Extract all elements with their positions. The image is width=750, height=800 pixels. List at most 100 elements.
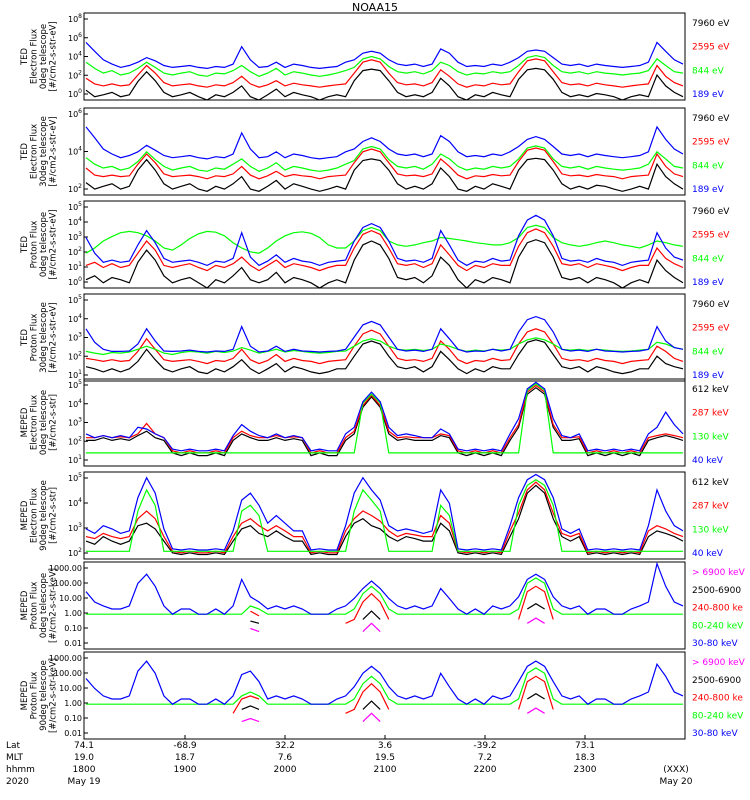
y-axis-label-line: TED <box>20 328 30 347</box>
legend-entry: 7960 eV <box>692 19 730 29</box>
y-tick-label: 102 <box>68 350 82 361</box>
legend-entry: 844 eV <box>692 254 725 264</box>
panel-frame <box>83 471 686 560</box>
y-axis-label-line: [#/cm2-s-str-eV] <box>48 116 58 186</box>
y-tick-label: 1.00 <box>64 609 82 618</box>
series-line <box>85 561 684 615</box>
y-tick-label: 103 <box>68 522 82 533</box>
y-axis-label-line: [#/cm2-s-str-eV] <box>48 302 58 372</box>
legend-entry: 2595 eV <box>692 324 730 334</box>
y-axis-label-line: 30deg telescope <box>39 302 49 373</box>
y-tick-label: 103 <box>68 332 82 343</box>
x-tick-label: May 19 <box>68 777 101 787</box>
y-tick-label: 104 <box>68 313 82 324</box>
y-axis-label-line: MEPED <box>20 500 30 530</box>
legend-entry: 40 keV <box>692 549 724 559</box>
legend-entry: 844 eV <box>692 161 725 171</box>
legend-entry: 189 eV <box>692 371 725 381</box>
y-tick-label: 106 <box>68 108 82 119</box>
y-axis-label-line: MEPED <box>20 407 30 437</box>
legend-entry: 40 keV <box>692 456 724 466</box>
y-axis-label: TED Electron Flux 30deg telescope [#/cm2-s-… <box>20 116 59 187</box>
series-line <box>85 315 684 353</box>
x-tick-label: 18.3 <box>575 753 595 763</box>
y-tick-label: 105 <box>68 201 82 212</box>
series-line <box>241 692 545 710</box>
y-axis-label-line: Proton Flux <box>29 221 39 269</box>
y-axis-label-line: 30deg telescope <box>39 116 49 187</box>
panel-4: 105 104 103 102 101 TED Proton Flux 30deg teles… <box>20 293 730 382</box>
y-tick-label: 10.00 <box>59 684 82 693</box>
x-tick-label: May 20 <box>660 777 693 787</box>
panel-2: 106 104 102 TED Electron Flux 30deg telescope… <box>20 107 730 196</box>
y-axis-label-line: MEPED <box>20 590 30 620</box>
y-tick-label: 102 <box>68 547 82 558</box>
y-tick-label: 104 <box>68 497 82 508</box>
y-axis-label-line: TED <box>20 235 30 254</box>
legend-entry: 2500-6900 <box>692 586 741 596</box>
panel-8: 1000.00 100.00 10.00 1.00 0.10 0.01 MEPED Proto… <box>20 651 746 740</box>
y-axis-label-line: 0deg telescope <box>39 390 49 455</box>
y-axis-label-line: Electron Flux <box>29 488 39 543</box>
series-line <box>241 707 545 723</box>
y-tick-label: 1000.00 <box>49 564 82 573</box>
y-tick-label: 103 <box>68 231 82 242</box>
x-row-label: 2020 <box>6 777 29 787</box>
panel-frame <box>83 561 686 650</box>
series-line <box>85 228 684 272</box>
legend-entry: 287 keV <box>692 502 729 512</box>
y-tick-label: 0.01 <box>64 639 82 648</box>
y-axis-label-line: 90deg telescope <box>39 480 49 551</box>
y-axis-label-line: TED <box>20 47 30 66</box>
y-axis-label: MEPED Proton Flux 90deg telescope [#/cm2-s-… <box>20 658 59 733</box>
y-tick-label: 104 <box>68 216 82 227</box>
series-line <box>85 58 684 88</box>
y-tick-label: 100.00 <box>54 669 82 678</box>
legend-entry: 80-240 keV <box>692 711 744 721</box>
panel-5: 105 104 103 102 101 MEPED Electron Flux 0deg te… <box>20 378 729 467</box>
y-tick-label: 100 <box>68 88 82 99</box>
legend-entry: 130 keV <box>692 432 729 442</box>
y-tick-label: 103 <box>68 417 82 428</box>
legend-entry: 844 eV <box>692 66 725 76</box>
legend-entry: 7960 eV <box>692 114 730 124</box>
y-axis-label-line: TED <box>20 142 30 161</box>
y-axis-label-line: 0deg telescope <box>39 212 49 277</box>
panel-1: 108 106 104 102 100 TED Electron Flux 0deg tele… <box>20 12 730 101</box>
series-line <box>85 337 684 356</box>
series-line <box>85 328 684 365</box>
y-tick-label: 102 <box>68 69 82 80</box>
series-line <box>85 239 684 289</box>
series-line <box>85 214 684 267</box>
x-tick-label: 2000 <box>274 765 297 775</box>
y-axis-label: TED Electron Flux 0deg telescope [#/cm2-s-s… <box>20 21 59 91</box>
y-tick-label: 101 <box>68 369 82 380</box>
series-line <box>85 224 684 254</box>
y-axis-label-line: Electron Flux <box>29 395 39 450</box>
legend-entry: 612 keV <box>692 385 729 395</box>
series-line <box>86 478 683 552</box>
series-line <box>86 577 683 615</box>
y-axis-label: TED Proton Flux 0deg telescope [#/cm2-s-str… <box>20 209 59 279</box>
y-axis-label-line: Electron Flux <box>29 29 39 84</box>
x-tick-label: 7.6 <box>278 753 293 763</box>
y-tick-label: 0.10 <box>64 624 82 633</box>
y-axis-label-line: 90deg telescope <box>39 660 49 731</box>
x-tick-label: 1900 <box>174 765 197 775</box>
x-row-label: Lat <box>6 741 21 751</box>
y-tick-label: 102 <box>68 183 82 194</box>
y-tick-label: 104 <box>68 398 82 409</box>
y-axis-label-line: 0deg telescope <box>39 573 49 638</box>
series-line <box>85 484 684 556</box>
y-axis-label-line: [#/cm2-s-str] <box>48 394 58 451</box>
x-tick-label: 2100 <box>374 765 397 775</box>
series-line <box>250 586 648 623</box>
y-axis-label-line: [#/cm2-s-str-eV] <box>48 21 58 91</box>
panel-frame <box>83 200 686 289</box>
series-line <box>233 676 648 713</box>
y-axis-label: MEPED Electron Flux 0deg telescope [#/cm2-s… <box>20 390 59 455</box>
y-axis-label: TED Proton Flux 30deg telescope [#/cm2-s-st… <box>20 302 59 373</box>
series-line <box>85 481 684 554</box>
x-tick-label: 2300 <box>574 765 597 775</box>
legend-entry: 240-800 ke <box>692 604 743 614</box>
